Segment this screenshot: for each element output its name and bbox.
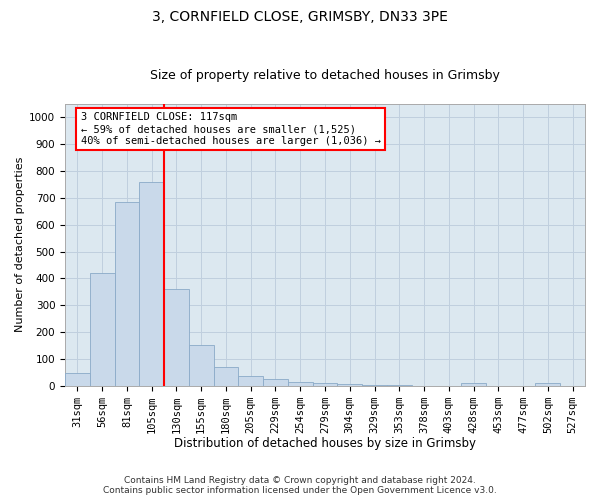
Bar bbox=[362, 385, 387, 386]
Bar bbox=[461, 384, 486, 386]
Text: 3, CORNFIELD CLOSE, GRIMSBY, DN33 3PE: 3, CORNFIELD CLOSE, GRIMSBY, DN33 3PE bbox=[152, 10, 448, 24]
Bar bbox=[164, 289, 189, 386]
Title: Size of property relative to detached houses in Grimsby: Size of property relative to detached ho… bbox=[150, 69, 500, 82]
Bar bbox=[189, 346, 214, 386]
Bar bbox=[139, 182, 164, 386]
Bar bbox=[535, 384, 560, 386]
Bar bbox=[313, 383, 337, 386]
Bar bbox=[288, 382, 313, 386]
Bar bbox=[263, 379, 288, 386]
Text: Contains HM Land Registry data © Crown copyright and database right 2024.
Contai: Contains HM Land Registry data © Crown c… bbox=[103, 476, 497, 495]
Bar bbox=[337, 384, 362, 386]
Bar bbox=[115, 202, 139, 386]
Bar bbox=[65, 373, 90, 386]
Y-axis label: Number of detached properties: Number of detached properties bbox=[15, 157, 25, 332]
Bar bbox=[238, 376, 263, 386]
Bar bbox=[214, 367, 238, 386]
Bar bbox=[90, 273, 115, 386]
X-axis label: Distribution of detached houses by size in Grimsby: Distribution of detached houses by size … bbox=[174, 437, 476, 450]
Text: 3 CORNFIELD CLOSE: 117sqm
← 59% of detached houses are smaller (1,525)
40% of se: 3 CORNFIELD CLOSE: 117sqm ← 59% of detac… bbox=[80, 112, 380, 146]
